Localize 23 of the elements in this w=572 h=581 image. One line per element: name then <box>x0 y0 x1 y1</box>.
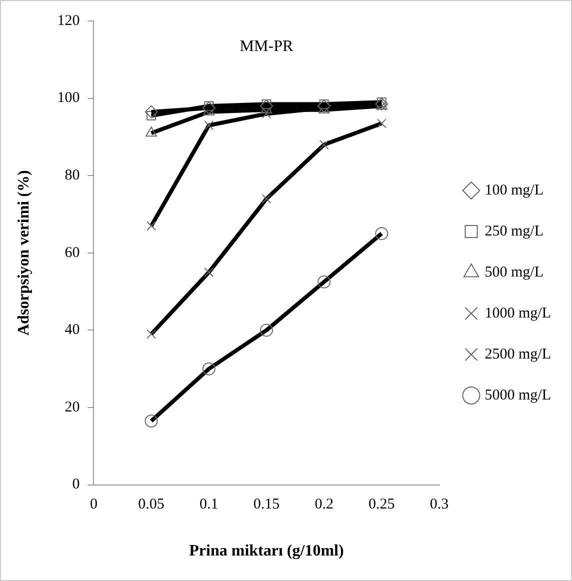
legend-label: 5000 mg/L <box>484 387 551 404</box>
y-tick-label: 120 <box>57 12 80 29</box>
x-tick-label: 0.3 <box>430 496 449 513</box>
y-tick-label: 100 <box>57 90 80 106</box>
y-tick-label: 0 <box>72 476 80 493</box>
y-axis-title: Adsorpsiyon verimi (%) <box>16 170 33 336</box>
legend-label: 100 mg/L <box>484 182 544 198</box>
x-tick-label: 0.2 <box>314 496 334 513</box>
x-tick-label: 0 <box>90 496 98 513</box>
legend-label: 250 mg/L <box>484 223 544 240</box>
x-tick-label: 0.1 <box>200 496 218 513</box>
legend-label: 1000 mg/L <box>484 305 551 322</box>
y-tick-label: 80 <box>64 168 80 184</box>
y-tick-label: 40 <box>64 322 80 338</box>
x-axis-title: Prina miktarı (g/10ml) <box>189 542 344 560</box>
y-tick-label: 60 <box>64 244 80 261</box>
text: MM-PR <box>240 38 294 56</box>
legend-label: 2500 mg/L <box>484 346 551 362</box>
x-tick-label: 0.25 <box>368 496 395 513</box>
y-tick-label: 20 <box>64 399 80 416</box>
x-tick-label: 0.15 <box>253 496 280 513</box>
x-tick-label: 0.05 <box>138 496 164 513</box>
legend-label: 500 mg/L <box>484 264 544 280</box>
